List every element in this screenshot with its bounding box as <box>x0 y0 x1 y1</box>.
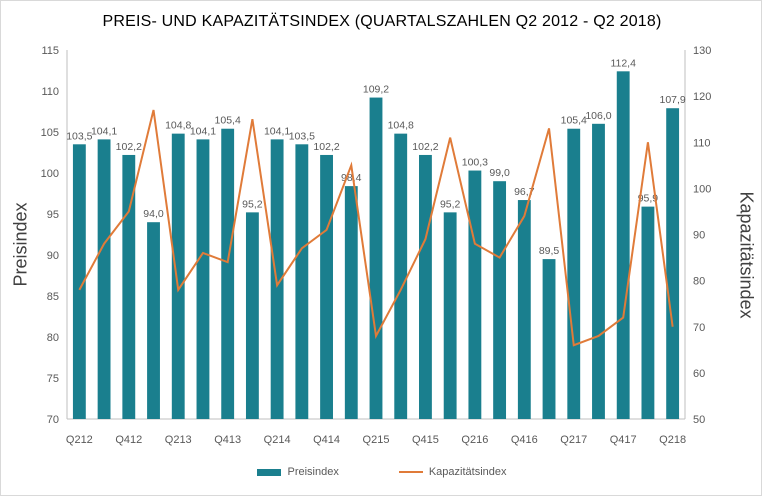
y-right-tick-label: 90 <box>693 230 705 242</box>
y-left-tick-label: 85 <box>47 291 59 303</box>
legend-item-preisindex: Preisindex <box>257 466 338 478</box>
bar-data-label: 104,8 <box>388 120 414 132</box>
bar-data-label: 95,2 <box>440 198 461 210</box>
bar-preisindex <box>666 108 679 419</box>
x-tick-label: Q218 <box>659 434 686 446</box>
legend-swatch-bar <box>257 469 281 476</box>
bar-preisindex <box>197 139 210 419</box>
bar-preisindex <box>147 222 160 419</box>
x-tick-label: Q216 <box>461 434 488 446</box>
x-tick-label: Q412 <box>115 434 142 446</box>
y-right-tick-label: 130 <box>693 45 711 57</box>
bar-preisindex <box>468 171 481 419</box>
x-tick-label: Q415 <box>412 434 439 446</box>
bar-preisindex <box>641 207 654 419</box>
y-right-tick-label: 110 <box>693 137 711 149</box>
bar-data-label: 105,4 <box>215 115 241 127</box>
y-left-tick-label: 100 <box>41 168 59 180</box>
bar-data-label: 104,1 <box>91 125 117 137</box>
bar-preisindex <box>394 134 407 419</box>
bar-data-label: 104,8 <box>165 120 191 132</box>
bar-data-label: 94,0 <box>143 208 164 220</box>
bar-data-label: 103,5 <box>289 130 315 142</box>
bar-data-label: 102,2 <box>412 141 438 153</box>
bar-data-label: 103,5 <box>66 130 92 142</box>
bar-preisindex <box>592 124 605 419</box>
bar-preisindex <box>295 144 308 419</box>
x-tick-label: Q215 <box>363 434 390 446</box>
y-left-tick-label: 80 <box>47 332 59 344</box>
bar-data-label: 104,1 <box>190 125 216 137</box>
y-right-tick-label: 120 <box>693 91 711 103</box>
bar-preisindex <box>172 134 185 419</box>
bar-data-label: 107,9 <box>659 94 685 106</box>
bar-data-label: 104,1 <box>264 125 290 137</box>
bar-preisindex <box>419 155 432 419</box>
y-right-tick-label: 60 <box>693 368 705 380</box>
bar-preisindex <box>320 155 333 419</box>
x-tick-label: Q213 <box>165 434 192 446</box>
legend: Preisindex Kapazitätsindex <box>1 466 762 478</box>
bar-data-label: 89,5 <box>539 245 560 257</box>
bar-data-label: 112,4 <box>610 57 636 69</box>
y-left-tick-label: 105 <box>41 127 59 139</box>
legend-label-preisindex: Preisindex <box>287 466 338 478</box>
bar-preisindex <box>617 71 630 419</box>
bar-data-label: 102,2 <box>313 141 339 153</box>
y-left-tick-label: 95 <box>47 209 59 221</box>
y-right-tick-label: 80 <box>693 276 705 288</box>
y-left-tick-label: 75 <box>47 373 59 385</box>
y-right-tick-label: 100 <box>693 183 711 195</box>
legend-item-kapazitaetsindex: Kapazitätsindex <box>399 466 507 478</box>
bar-data-label: 95,2 <box>242 198 263 210</box>
y-left-tick-label: 115 <box>41 45 59 57</box>
bar-data-label: 109,2 <box>363 84 389 96</box>
bar-preisindex <box>567 129 580 419</box>
bar-data-label: 105,4 <box>561 115 587 127</box>
bar-preisindex <box>246 212 259 419</box>
x-tick-label: Q212 <box>66 434 93 446</box>
bar-data-label: 100,3 <box>462 157 488 169</box>
bar-data-label: 106,0 <box>585 110 611 122</box>
bar-preisindex <box>444 212 457 419</box>
bar-preisindex <box>98 139 111 419</box>
x-tick-label: Q417 <box>610 434 637 446</box>
x-tick-label: Q416 <box>511 434 538 446</box>
bar-preisindex <box>345 186 358 419</box>
x-tick-label: Q413 <box>214 434 241 446</box>
x-tick-label: Q217 <box>560 434 587 446</box>
y-right-tick-label: 50 <box>693 414 705 426</box>
x-tick-label: Q214 <box>264 434 291 446</box>
bar-preisindex <box>543 259 556 419</box>
legend-label-kapazitaetsindex: Kapazitätsindex <box>429 466 507 478</box>
y-left-tick-label: 110 <box>41 86 59 98</box>
legend-swatch-line <box>399 471 423 473</box>
bar-preisindex <box>370 98 383 419</box>
bar-preisindex <box>518 200 531 419</box>
bar-preisindex <box>493 181 506 419</box>
bar-data-label: 102,2 <box>116 141 142 153</box>
y-left-tick-label: 90 <box>47 250 59 262</box>
bar-data-label: 99,0 <box>489 167 510 179</box>
bar-preisindex <box>221 129 234 419</box>
x-tick-label: Q414 <box>313 434 340 446</box>
y-right-tick-label: 70 <box>693 322 705 334</box>
y-left-tick-label: 70 <box>47 414 59 426</box>
